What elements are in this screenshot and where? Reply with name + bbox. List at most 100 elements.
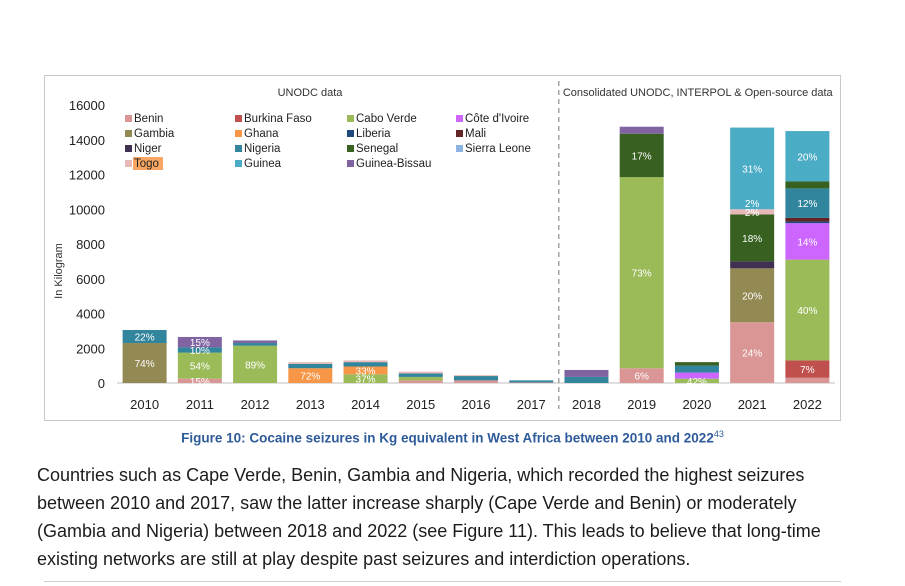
data-label: 31% [742,164,762,175]
y-axis-label: In Kilogram [53,243,65,299]
data-label: 54% [190,362,210,373]
x-tick-label: 2019 [627,397,656,412]
bar-segment-nigeria [288,363,333,369]
bar-segment-nigeria [454,376,498,381]
legend-label: Liberia [356,128,391,140]
legend-label: Côte d'Ivoire [465,113,529,125]
data-label: 15% [190,338,210,349]
y-tick-label: 10000 [69,202,105,217]
bar-segment-nigeria [785,188,830,218]
x-tick-label: 2021 [738,397,767,412]
data-label: 40% [797,306,817,317]
x-tick-label: 2010 [130,397,159,412]
data-label: 15% [190,377,210,388]
bar-segment-mali [785,217,830,222]
bar-segment-nigeria [233,343,278,346]
bar-segment-ghana [343,366,388,375]
y-tick-label: 0 [98,376,105,391]
bar-segment-nigeria [509,380,554,383]
data-label: 2% [745,208,760,219]
data-label: 74% [135,359,155,370]
legend-label: Togo [134,158,159,170]
bar-segment-benin [785,377,830,383]
bar-segment-nigeria [177,347,222,353]
legend-label: Nigeria [244,143,281,155]
data-label: 17% [632,151,652,162]
bar-segment-nigeria [674,365,719,373]
bar-segment-senegal [619,133,664,178]
x-tick-label: 2015 [406,397,435,412]
bar-segment-guinea-bissau [233,340,278,344]
x-tick-label: 2017 [517,397,546,412]
bar-segment-cabo-verde [233,345,278,383]
legend-swatch [235,160,242,167]
x-tick-label: 2012 [241,397,270,412]
legend-label: Burkina Faso [244,113,312,125]
bar-segment-senegal [674,362,719,366]
data-label: 42% [687,377,707,388]
bar-segment-guinea [785,131,830,182]
y-tick-label: 14000 [69,133,105,148]
bar-segment-guinea-bissau [619,126,664,134]
legend-label: Sierra Leone [465,143,531,155]
legend-highlight [133,157,163,170]
bar-segment-nigeria [564,376,609,383]
bar-segment-burkina-faso [785,360,830,378]
bar-segment-nigeria [122,330,167,344]
bar-segment-senegal [730,214,775,262]
legend-swatch [125,145,132,152]
legend-swatch [235,145,242,152]
x-tick-label: 2013 [296,397,325,412]
x-tick-label: 2011 [186,397,214,412]
bar-segment-gambia [730,268,775,323]
footnote-ref[interactable]: 43 [713,429,724,439]
y-tick-label: 6000 [76,272,105,287]
legend-swatch [125,130,132,137]
bar-segment-cabo-verde [343,374,388,383]
data-label: 37% [356,375,376,386]
data-label: 20% [797,152,817,163]
data-label: 20% [742,291,762,302]
cocaine-seizures-chart: 0 2000 4000 6000 8000 10000 12000 14000 16000 In … [53,81,835,412]
legend-swatch [125,115,132,122]
x-tick-label: 2020 [682,397,711,412]
bar-segment-nigeria [398,373,443,377]
bar-segment-nigeria [343,362,388,367]
legend-swatch [347,115,354,122]
bar-segment-cabo-verde [398,376,443,381]
data-label: 24% [742,349,762,360]
data-label: 2% [745,199,760,210]
data-label: 10% [190,346,210,357]
y-tick-label: 2000 [76,341,105,356]
bar-segment-benin [398,380,443,383]
bar-segment-togo [343,360,388,363]
legend-label: Benin [134,113,163,125]
x-tick-label: 2018 [572,397,601,412]
header-unodc: UNODC data [278,87,344,99]
bar-segment-gambia [122,343,167,383]
legend-label: Senegal [356,143,398,155]
x-tick-label: 2016 [462,397,491,412]
bar-segment-c-te-d-ivoire [674,372,719,379]
bar-segment-cabo-verde [785,259,830,361]
bar-segment-togo [730,209,775,215]
x-tick-label: 2014 [351,397,380,412]
legend-swatch [347,145,354,152]
legend-label: Niger [134,143,162,155]
legend-swatch [125,160,132,167]
legend-label: Cabo Verde [356,113,417,125]
bar-segment-cabo-verde [619,177,664,369]
legend-label: Guinea [244,158,282,170]
legend-swatch [347,130,354,137]
bar-segment-benin [454,380,498,383]
legend-swatch [456,145,463,152]
bar-segment-senegal [785,181,830,189]
bar-segment-benin [619,368,664,383]
bar-segment-togo [288,362,333,364]
bar-segment-cabo-verde [177,352,222,379]
page-divider [44,581,841,582]
bar-segment-benin [509,382,554,383]
bar-segment-c-te-d-ivoire [785,223,830,260]
legend-swatch [456,115,463,122]
bar-segment-togo [454,375,498,377]
